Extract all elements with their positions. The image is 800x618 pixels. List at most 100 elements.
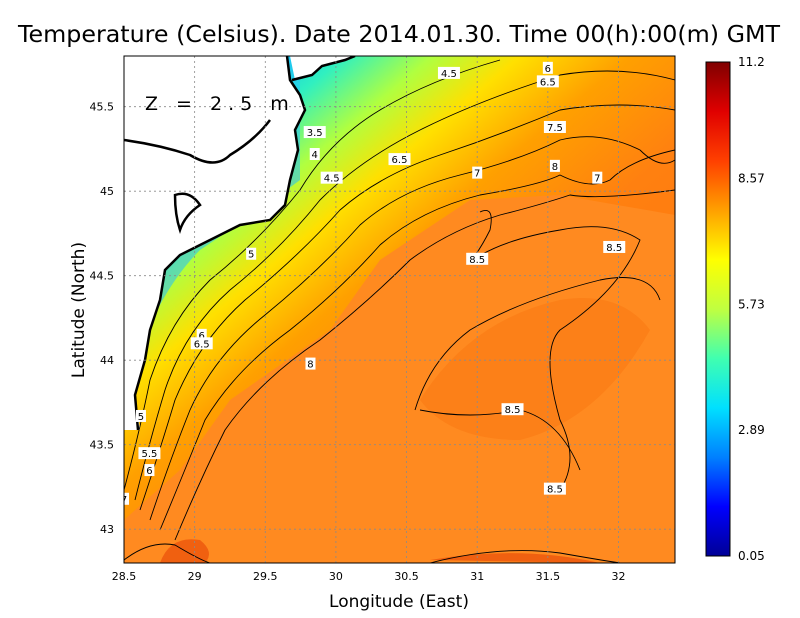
- contour-label: 8.5: [501, 403, 524, 416]
- contour-label-box: [124, 492, 129, 505]
- colorbar-ticks: 11.2 8.57 5.73 2.89 0.05: [738, 55, 765, 563]
- temperature-field: 4.5 66.53.54 6.57.57874.558.58.566.588.555…: [121, 56, 675, 563]
- contour-line: [414, 277, 661, 411]
- contour-label-text: 5: [248, 250, 254, 261]
- x-tick-label: 28.5: [112, 570, 137, 583]
- x-tick-label: 31: [470, 570, 484, 583]
- land: [124, 56, 352, 80]
- y-tick-label: 43.5: [90, 439, 115, 452]
- coastline: [173, 192, 202, 234]
- contour-label: 3.5: [303, 126, 326, 139]
- contour-label-text: 8.5: [469, 255, 485, 266]
- contour-label: 4.5: [320, 171, 343, 185]
- contour-label-text: 6: [199, 331, 205, 342]
- contour-label: 8.5: [603, 240, 626, 254]
- contour-line: [124, 543, 211, 563]
- contour-line: [139, 104, 675, 511]
- contour-label: 5: [135, 409, 146, 423]
- contour-label-text: 7: [594, 174, 600, 185]
- colorbar-tick-label: 2.89: [738, 423, 765, 437]
- contour-label-box: [388, 153, 411, 166]
- contour-label-text: 7: [121, 495, 127, 506]
- contour-line: [134, 70, 675, 501]
- warm-patch: [420, 298, 650, 440]
- contour-label-text: 8.5: [547, 485, 563, 496]
- contour-label-box: [437, 66, 460, 79]
- contour-label-text: 8.5: [505, 405, 521, 416]
- contour-line: [159, 149, 675, 531]
- contour-label: 7.5: [543, 120, 566, 134]
- contour-label-text: 8.5: [606, 243, 622, 254]
- contour-label-box: [603, 240, 626, 253]
- contour-label-box: [309, 148, 320, 161]
- colorbar: [705, 61, 731, 557]
- contour-label: 4: [309, 148, 320, 161]
- contour-label-text: 4: [312, 150, 318, 161]
- x-tick-label: 31.5: [536, 570, 561, 583]
- contour-line: [429, 550, 621, 563]
- contour-label: 7: [121, 492, 129, 506]
- contour-label-box: [543, 120, 566, 133]
- contour-label-box: [501, 403, 524, 416]
- contour-label: 6.5: [388, 153, 411, 166]
- depth-annotation: Z = 2.5 m: [145, 93, 295, 115]
- contour-label: 5.5: [138, 447, 161, 460]
- contour-line: [124, 59, 501, 491]
- contour-label-box: [303, 126, 326, 139]
- contour-lines: [124, 59, 675, 563]
- contour-label-box: [542, 61, 553, 74]
- coastline: [291, 56, 356, 82]
- colorbar-tick-label: 5.73: [738, 297, 765, 311]
- contour-label-box: [196, 328, 207, 341]
- contour-label-text: 6.5: [540, 77, 556, 88]
- x-tick-label: 29.5: [253, 570, 278, 583]
- contour-label: 7: [472, 166, 483, 180]
- y-axis-label: Latitude (North): [69, 242, 89, 378]
- coastline: [124, 119, 271, 164]
- contour-label-text: 4.5: [324, 174, 340, 185]
- coastline: [133, 56, 307, 431]
- y-tick-label: 45.5: [90, 101, 115, 114]
- contour-label: 6: [542, 61, 553, 75]
- colorbar-tick-label: 11.2: [738, 55, 765, 69]
- colorbar-tick-label: 0.05: [738, 549, 765, 563]
- contour-label-box: [246, 247, 257, 260]
- contour-label: 8: [305, 357, 316, 371]
- contour-label-text: 4.5: [441, 69, 457, 80]
- contour-line: [149, 136, 675, 521]
- contour-label-text: 5.5: [141, 449, 157, 460]
- contour-label: 8.5: [466, 252, 489, 266]
- contour-label-text: 8: [307, 360, 313, 371]
- contour-label-box: [138, 447, 161, 460]
- contour-label-box: [466, 252, 489, 265]
- contour-label: 8.5: [543, 482, 566, 496]
- contour-label: 8: [549, 159, 560, 173]
- x-tick-label: 32: [611, 570, 625, 583]
- contour-label-text: 6: [545, 64, 551, 75]
- contour-label-text: 3.5: [307, 128, 323, 139]
- x-axis-label: Longitude (East): [329, 592, 469, 612]
- contour-label-box: [144, 464, 155, 477]
- plot-frame: [123, 55, 676, 564]
- contour-label: 5: [246, 247, 257, 261]
- y-ticks: 43 43.5 44 44.5 45 45.5: [90, 101, 115, 537]
- y-tick-label: 45: [100, 185, 114, 198]
- contour-label: 7: [592, 171, 603, 185]
- contour-label-text: 6.5: [392, 155, 408, 166]
- contour-label: 6.5: [536, 75, 559, 88]
- contour-label: 6.5: [190, 337, 213, 350]
- contour-label-box: [135, 409, 146, 422]
- x-ticks: 28.5 29 29.5 30 30.5 31 31.5 32: [112, 570, 626, 583]
- contour-label-text: 7.5: [547, 123, 563, 134]
- contour-label-text: 7: [474, 169, 480, 180]
- contour-label: 4.5: [437, 66, 460, 80]
- contour-line: [174, 189, 675, 541]
- contour-label-box: [320, 171, 343, 184]
- x-tick-label: 29: [188, 570, 202, 583]
- contour-label-text: 6.5: [194, 339, 210, 350]
- x-tick-label: 30: [329, 570, 343, 583]
- contour-line: [469, 226, 641, 491]
- y-tick-label: 44.5: [90, 270, 115, 283]
- contour-label-box: [305, 357, 316, 370]
